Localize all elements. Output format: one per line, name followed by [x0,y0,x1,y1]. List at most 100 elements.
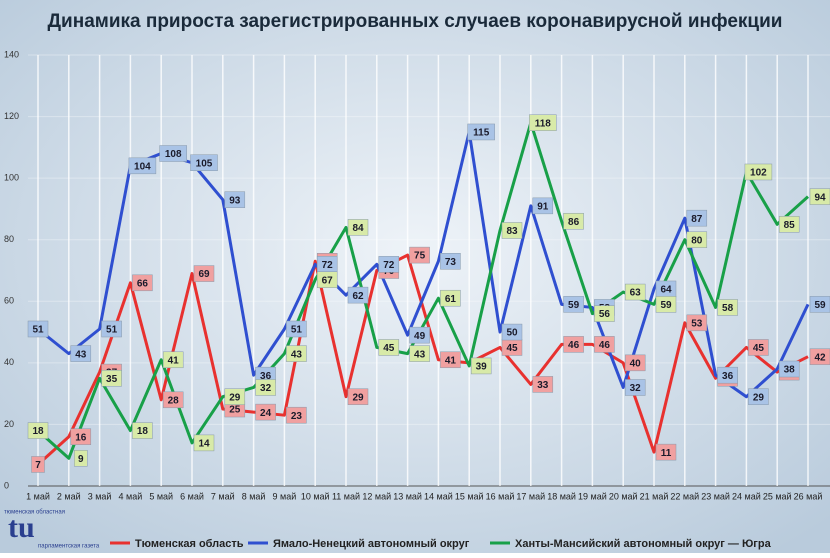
value-label: 84 [352,223,364,234]
value-label: 45 [506,343,518,354]
value-label: 51 [291,325,303,336]
value-label: 18 [32,426,44,437]
value-label-box [563,296,584,313]
value-label-box [563,336,584,353]
x-tick-label: 9 май [273,491,297,501]
value-label: 25 [229,405,241,416]
value-label-box [128,157,157,175]
value-label: 33 [537,380,549,391]
x-tick-label: 2 май [57,491,81,501]
value-label-box [686,314,708,332]
x-tick-label: 22 май [670,491,699,501]
value-label: 38 [784,365,796,376]
value-label: 35 [106,374,118,385]
value-label-box [440,351,461,369]
legend-label: Ханты-Мансийский автономный округ — Югра [515,538,772,550]
value-label-box [686,209,708,227]
value-label: 16 [75,432,87,443]
chart-title: Динамика прироста зарегистрированных слу… [48,11,783,32]
value-label-box [778,216,800,233]
value-label: 29 [229,392,241,403]
value-label-box [101,370,122,387]
value-label: 50 [506,328,518,339]
value-label-box [409,345,430,362]
value-label-box [74,450,88,467]
value-label-box [70,345,92,362]
value-label-box [27,422,49,439]
value-label-box [101,320,122,338]
value-label-box [470,357,492,375]
x-tick-label: 21 май [640,491,669,501]
value-label: 83 [506,226,518,237]
value-label: 40 [630,358,642,369]
value-label: 45 [753,343,765,354]
value-label: 59 [660,300,672,311]
x-tick-label: 7 май [211,491,235,501]
value-label-box [286,345,307,362]
value-label: 51 [32,325,44,336]
value-label-box [655,443,677,461]
value-label-box [409,246,430,264]
value-label: 87 [691,214,703,225]
value-label: 39 [476,362,488,373]
value-label: 46 [599,340,611,351]
value-label-box [440,253,461,270]
value-label: 59 [568,300,580,311]
x-tick-label: 5 май [149,491,173,501]
value-label-box [193,265,215,282]
series-line [36,253,809,466]
x-tick-label: 17 май [516,491,545,501]
value-label-box [286,320,307,338]
value-label-box [809,188,830,205]
value-label: 32 [630,383,642,394]
value-label: 41 [168,355,180,366]
value-label: 91 [537,201,549,212]
value-label: 115 [473,128,490,139]
y-tick-label: 20 [4,419,14,429]
value-label-box [255,379,276,396]
x-tick-label: 10 май [301,491,330,501]
value-label: 62 [352,291,364,302]
value-label-box [255,403,276,421]
y-tick-label: 40 [4,357,14,367]
value-label: 43 [414,349,426,360]
value-label: 59 [814,300,826,311]
value-label-box [132,274,153,292]
y-tick-label: 100 [4,173,19,183]
value-label: 67 [322,275,334,286]
legend-label: Тюменская область [135,538,244,550]
value-label-box [563,212,584,230]
x-tick-label: 12 май [362,491,391,501]
value-label-box [27,320,49,338]
value-label-box [744,163,773,181]
x-tick-label: 20 май [609,491,638,501]
value-label-box [286,406,307,424]
value-label: 61 [445,294,457,305]
logo-text: тюменская областная [4,510,65,516]
y-tick-label: 60 [4,296,14,306]
value-label-box [70,428,92,445]
value-label: 14 [198,439,210,450]
x-tick-label: 25 май [763,491,792,501]
value-label: 75 [414,251,426,262]
value-label-box [347,219,369,236]
value-label-box [778,360,800,378]
value-label-box [132,422,153,439]
value-label-box [594,336,615,353]
value-label: 108 [165,149,182,160]
value-label: 66 [137,278,149,289]
value-label-box [717,366,738,384]
value-label-box [224,388,246,405]
y-tick-label: 120 [4,111,19,121]
y-tick-label: 140 [4,49,19,59]
value-label: 23 [291,411,303,422]
value-label: 36 [260,371,272,382]
value-label: 53 [691,318,703,329]
value-label-box [748,388,769,405]
value-label-box [594,305,615,322]
value-label-box [347,286,369,304]
value-label-box [624,283,646,301]
value-label: 32 [260,383,272,394]
value-label: 105 [196,158,213,169]
value-label: 73 [445,257,457,268]
